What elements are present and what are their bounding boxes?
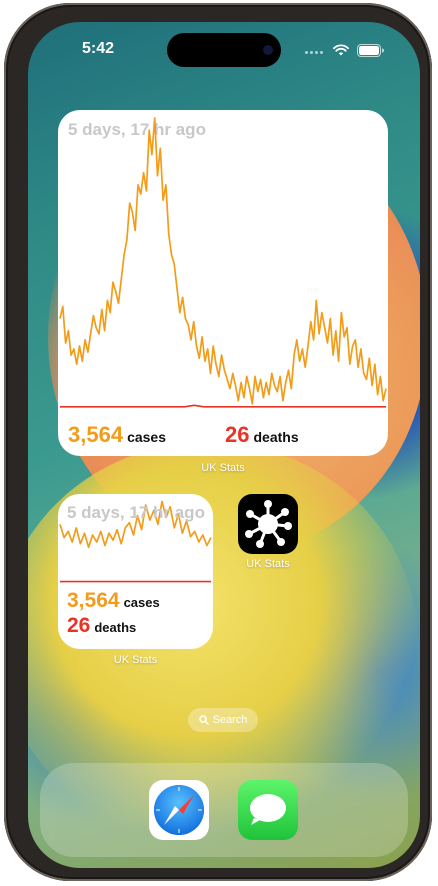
widget-time-ago: 5 days, 17 hr ago xyxy=(68,120,206,139)
status-time: 5:42 xyxy=(82,40,115,57)
search-label: Search xyxy=(212,714,248,726)
app-label: UK Stats xyxy=(246,558,290,570)
home-screen: 5:42 5 days, 17 hr ago 3,564 cases 2 xyxy=(28,22,420,868)
battery-icon xyxy=(357,43,384,57)
chat-bubble-icon xyxy=(250,794,286,825)
phone-frame: 5:42 5 days, 17 hr ago 3,564 cases 2 xyxy=(4,3,432,881)
uk-stats-app-icon[interactable] xyxy=(238,494,298,554)
deaths-unit: deaths xyxy=(253,429,299,445)
uk-stats-widget-small[interactable]: 5 days, 17 hr ago 3,564 cases 26 deaths xyxy=(58,494,213,649)
messages-app-icon[interactable] xyxy=(238,780,298,840)
cases-deaths-chart xyxy=(59,500,212,583)
cases-stat: 3,564 cases xyxy=(67,589,160,613)
deaths-unit: deaths xyxy=(94,620,137,635)
safari-app-icon[interactable] xyxy=(149,780,209,840)
dock xyxy=(40,763,408,857)
widget-time-ago: 5 days, 17 hr ago xyxy=(67,503,205,522)
cases-series-line xyxy=(59,117,387,405)
search-button[interactable]: Search xyxy=(188,708,258,732)
deaths-value: 26 xyxy=(67,614,91,637)
deaths-stat: 26 deaths xyxy=(225,422,299,448)
cases-value: 3,564 xyxy=(67,589,120,612)
uk-stats-widget-large[interactable]: 5 days, 17 hr ago 3,564 cases 26 deaths xyxy=(58,110,388,456)
widget-label: UK Stats xyxy=(113,654,158,666)
cases-stat: 3,564 cases xyxy=(68,422,166,448)
wifi-icon xyxy=(333,44,349,56)
status-icons xyxy=(305,43,384,57)
camera-icon xyxy=(263,45,273,55)
compass-icon xyxy=(154,785,204,835)
cases-series-line xyxy=(59,500,212,549)
deaths-stat: 26 deaths xyxy=(67,614,136,638)
cases-deaths-chart xyxy=(59,117,387,408)
cases-value: 3,564 xyxy=(68,422,124,447)
cellular-dots-icon xyxy=(305,41,325,59)
deaths-series-line xyxy=(60,404,386,408)
search-icon xyxy=(198,715,209,725)
cases-unit: cases xyxy=(123,595,160,610)
deaths-value: 26 xyxy=(225,422,250,447)
virus-icon xyxy=(245,500,292,548)
cases-unit: cases xyxy=(127,429,166,445)
dynamic-island xyxy=(167,33,281,67)
widget-label: UK Stats xyxy=(201,462,245,474)
